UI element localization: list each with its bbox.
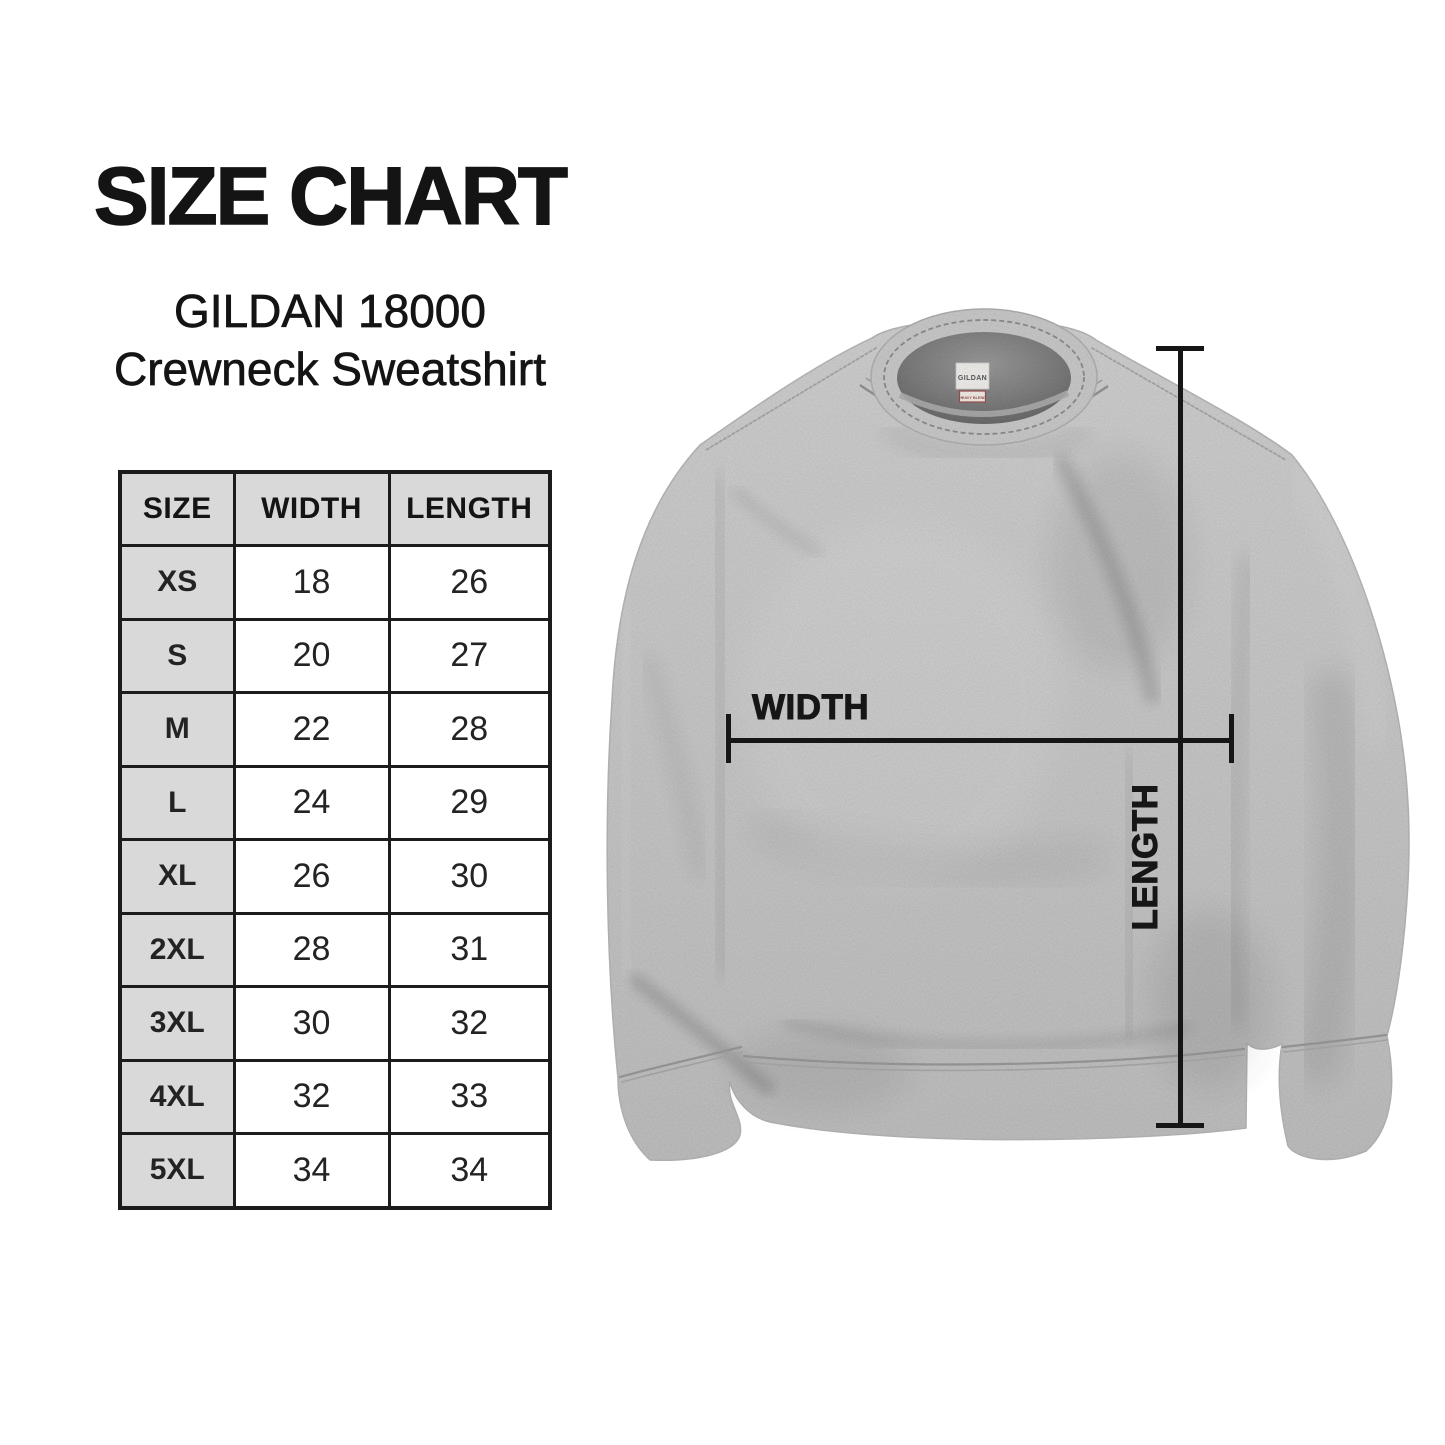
col-header-length: LENGTH <box>387 470 552 547</box>
row-size-cell: XL <box>118 838 236 915</box>
row-width-cell: 26 <box>232 838 391 915</box>
page-title: SIZE CHART <box>93 151 569 242</box>
row-width-cell: 20 <box>232 617 391 694</box>
row-width-cell: 22 <box>232 691 391 768</box>
row-size-cell: M <box>118 691 236 768</box>
table-row: 5XL 34 34 <box>118 1132 552 1209</box>
row-length-cell: 34 <box>387 1132 552 1209</box>
row-length-cell: 31 <box>387 911 552 988</box>
product-name-line1: GILDAN 18000 <box>174 285 487 338</box>
length-measure-line <box>1178 346 1183 1128</box>
row-size-cell: L <box>118 764 236 841</box>
neck-tag-line2-text: HEAVY BLEND <box>959 396 986 400</box>
row-width-cell: 24 <box>232 764 391 841</box>
table-row: XL 26 30 <box>118 838 552 915</box>
length-measure-label: LENGTH <box>1126 783 1166 931</box>
width-measure-tick-left <box>726 714 731 763</box>
fabric-fold-shadows <box>630 424 1362 1110</box>
row-length-cell: 30 <box>387 838 552 915</box>
table-row: XS 18 26 <box>118 544 552 621</box>
table-row: M 22 28 <box>118 691 552 768</box>
row-size-cell: S <box>118 617 236 694</box>
width-measure-line <box>726 738 1234 743</box>
size-table-body: XS 18 26 S 20 27 M 22 28 L 24 29 XL 26 30 2XL 28 31 3XL 30 3… <box>118 544 552 1209</box>
row-width-cell: 28 <box>232 911 391 988</box>
row-width-cell: 18 <box>232 544 391 621</box>
row-length-cell: 27 <box>387 617 552 694</box>
width-measure-tick-right <box>1229 714 1234 763</box>
table-row: L 24 29 <box>118 764 552 841</box>
table-row: 2XL 28 31 <box>118 911 552 988</box>
size-chart-table: SIZE WIDTH LENGTH XS 18 26 S 20 27 M 22 28 L 24 29 X… <box>118 470 552 1210</box>
length-measure-tick-top <box>1156 346 1204 351</box>
length-measure-tick-bottom <box>1156 1123 1204 1128</box>
row-width-cell: 30 <box>232 985 391 1062</box>
table-row: 3XL 30 32 <box>118 985 552 1062</box>
product-name-line2: Crewneck Sweatshirt <box>113 343 547 396</box>
row-length-cell: 28 <box>387 691 552 768</box>
neck-tag-group: GILDAN HEAVY BLEND <box>955 362 990 403</box>
row-width-cell: 32 <box>232 1058 391 1135</box>
row-length-cell: 29 <box>387 764 552 841</box>
row-size-cell: 5XL <box>118 1132 236 1209</box>
row-length-cell: 33 <box>387 1058 552 1135</box>
row-size-cell: 3XL <box>118 985 236 1062</box>
width-measure-label: WIDTH <box>751 688 870 728</box>
row-size-cell: 4XL <box>118 1058 236 1135</box>
row-length-cell: 32 <box>387 985 552 1062</box>
row-width-cell: 34 <box>232 1132 391 1209</box>
col-header-width: WIDTH <box>232 470 391 547</box>
product-subtitle: GILDAN 18000 Crewneck Sweatshirt <box>70 282 590 398</box>
row-size-cell: XS <box>118 544 236 621</box>
table-header-row: SIZE WIDTH LENGTH <box>118 470 552 547</box>
row-size-cell: 2XL <box>118 911 236 988</box>
fabric-highlights <box>615 470 1388 987</box>
neck-tag-brand-text: GILDAN <box>958 375 987 382</box>
col-header-size: SIZE <box>118 470 236 547</box>
table-row: 4XL 32 33 <box>118 1058 552 1135</box>
row-length-cell: 26 <box>387 544 552 621</box>
sweatshirt-illustration: GILDAN HEAVY BLEND <box>606 308 1410 1162</box>
table-row: S 20 27 <box>118 617 552 694</box>
